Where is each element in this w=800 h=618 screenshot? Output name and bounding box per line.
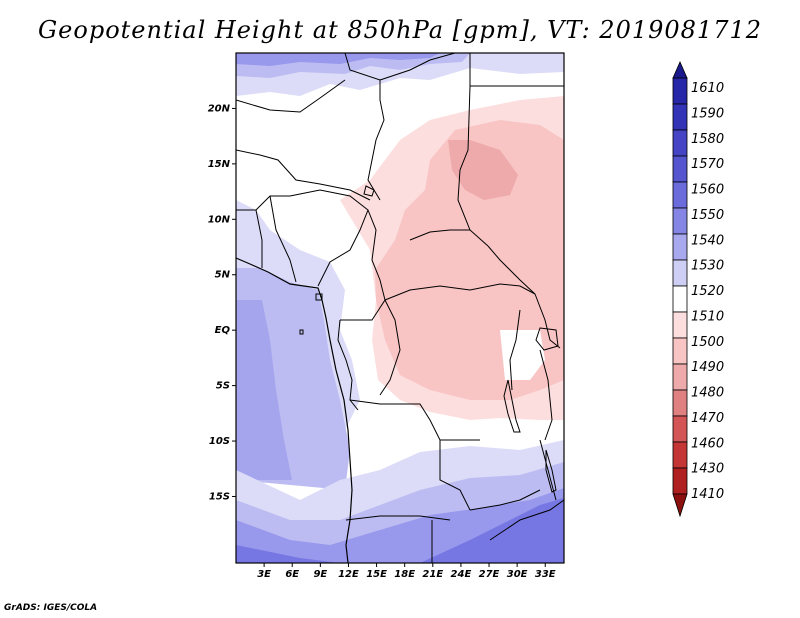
border-niger-chad [367, 80, 385, 201]
colorbar-level-label: 1430 [691, 462, 724, 477]
border-north [344, 53, 456, 81]
colorbar-swatch [672, 181, 688, 209]
island-bioko [315, 293, 323, 301]
lon-tick-label: 24E [451, 569, 472, 580]
field-lakes-white [500, 330, 545, 380]
colorbar-level-label: 1470 [691, 411, 724, 426]
border-chad-car [409, 229, 470, 241]
border-tanzania [539, 349, 553, 441]
colorbar-level-label: 1590 [691, 106, 724, 121]
colorbar-swatch [672, 207, 688, 235]
border-uganda-kenya [534, 293, 561, 349]
field-north-mid-blue [236, 53, 440, 66]
field-ocean-mid-blue [236, 300, 292, 480]
field-south-deep-blue [236, 498, 564, 563]
lon-tick-label: 33E [535, 569, 556, 580]
colorbar-swatch [672, 103, 688, 131]
lon-tick-label: 9E [313, 569, 327, 580]
border-cameroon [340, 209, 386, 321]
country-borders [236, 53, 564, 563]
border-algeria-niger [236, 79, 346, 113]
height-field [236, 53, 564, 563]
colorbar-swatch [672, 129, 688, 157]
map-title: Geopotential Height at 850hPa [gpm], VT:… [38, 16, 762, 44]
colorbar-level-label: 1510 [691, 309, 724, 324]
lat-tick-label: EQ [215, 325, 231, 336]
border-malawi [539, 439, 557, 501]
border-benin [269, 195, 297, 283]
colorbar-top-arrow [672, 61, 688, 79]
map-frame [235, 52, 565, 564]
border-car-south-sudan [487, 245, 536, 295]
colorbar-level-label: 1460 [691, 436, 724, 451]
lake-tanganyika [503, 379, 521, 433]
colorbar: 1610 1590 1580 1570 1560 1550 1540 1530 1520 1510… [672, 61, 724, 518]
coastline-west-africa [236, 257, 353, 563]
lon-tick-label: 18E [394, 569, 415, 580]
lake-victoria [535, 327, 559, 351]
colorbar-swatch [672, 337, 688, 365]
colorbar-swatch [672, 259, 688, 287]
credit-text: GrADS: IGES/COLA [4, 603, 98, 613]
colorbar-level-label: 1410 [691, 487, 724, 502]
border-drc-uganda [509, 309, 521, 391]
colorbar-swatch [672, 389, 688, 417]
colorbar-level-label: 1500 [691, 335, 724, 350]
colorbar-level-label: 1560 [691, 183, 724, 198]
lat-tick-label: 10S [209, 436, 230, 447]
lat-tick-label: 15S [209, 491, 230, 502]
lon-tick-label: 30E [507, 569, 528, 580]
colorbar-swatch [672, 467, 688, 495]
colorbar-swatch [672, 77, 688, 105]
lake-chad [363, 185, 375, 197]
border-congo-drc [379, 299, 401, 396]
colorbar-swatch [672, 155, 688, 183]
colorbar-swatch [672, 311, 688, 339]
border-mozambique [489, 499, 564, 541]
border-chad-sudan [457, 85, 489, 247]
colorbar-level-label: 1550 [691, 208, 724, 223]
lon-tick-label: 12E [338, 569, 359, 580]
lat-tick-label: 20N [208, 103, 231, 114]
longitude-axis: 3E 6E 9E 12E 15E 18E 21E 24E 27E 30E 33E [257, 563, 556, 580]
colorbar-level-label: 1520 [691, 284, 724, 299]
colorbar-level-label: 1570 [691, 157, 724, 172]
lat-tick-label: 5S [216, 381, 230, 392]
latitude-axis: 20N 15N 10N 5N EQ 5S 10S 15S [208, 103, 236, 502]
colorbar-swatch [672, 441, 688, 469]
border-gabon-congo [337, 319, 359, 411]
colorbar-swatch [672, 415, 688, 443]
lon-tick-label: 6E [285, 569, 299, 580]
lake-malawi [545, 449, 557, 493]
colorbar-level-label: 1530 [691, 259, 724, 274]
lat-tick-label: 10N [208, 214, 231, 225]
border-mali-niger [236, 149, 371, 201]
border-drc-angola [349, 399, 480, 441]
lat-tick-label: 5N [215, 270, 231, 281]
lat-tick-label: 15N [208, 159, 231, 170]
border-angola-zambia [439, 440, 471, 511]
border-car-drc [384, 283, 536, 301]
colorbar-level-label: 1610 [691, 81, 724, 96]
border-zambia-zimbabwe [469, 489, 541, 511]
colorbar-level-label: 1540 [691, 233, 724, 248]
colorbar-bottom-arrow [672, 493, 688, 518]
colorbar-level-label: 1580 [691, 132, 724, 147]
border-togo-ghana [255, 209, 263, 268]
lon-tick-label: 27E [479, 569, 500, 580]
border-burkina [236, 195, 290, 211]
border-angola-namibia [345, 515, 451, 521]
colorbar-swatch [672, 233, 688, 261]
border-nigeria [289, 189, 369, 287]
colorbar-level-label: 1480 [691, 386, 724, 401]
lon-tick-label: 3E [257, 569, 271, 580]
island-sao-tome [299, 329, 304, 335]
colorbar-swatch [672, 363, 688, 391]
lon-tick-label: 15E [366, 569, 387, 580]
colorbar-level-label: 1490 [691, 360, 724, 375]
colorbar-swatch [672, 285, 688, 313]
lon-tick-label: 21E [422, 569, 443, 580]
